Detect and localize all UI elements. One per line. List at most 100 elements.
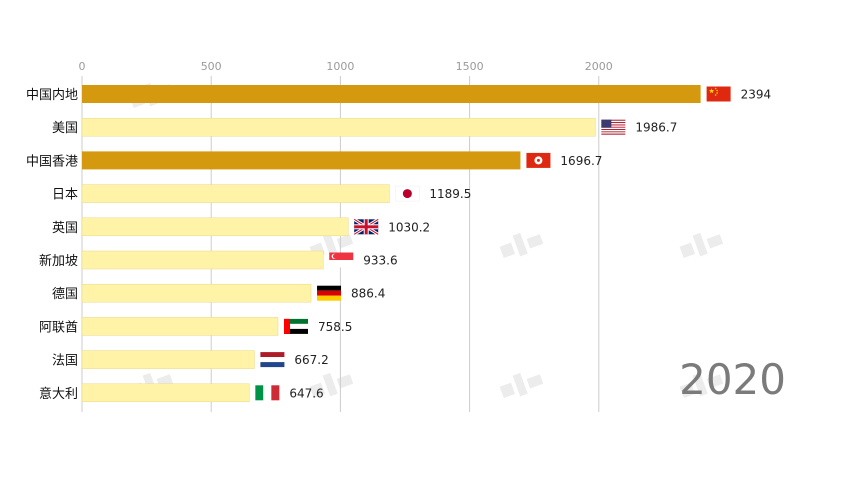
flag-stripe — [255, 385, 264, 401]
watermark-shape — [706, 234, 724, 249]
flag-stripe — [601, 124, 626, 126]
flag-stripe — [601, 131, 626, 133]
flag-stripe — [260, 357, 285, 363]
flag-stripe — [601, 127, 626, 129]
flag-stripe — [601, 128, 626, 131]
watermark-shape — [336, 234, 354, 249]
value-label: 1986.7 — [635, 121, 677, 135]
flag-border — [395, 185, 420, 202]
value-label: 886.4 — [351, 287, 385, 301]
usa-flag — [601, 119, 626, 135]
watermark-shape — [512, 232, 528, 257]
flag-stripe — [601, 133, 626, 135]
category-label: 美国 — [52, 121, 78, 136]
value-label: 2394 — [741, 88, 772, 102]
netherlands-flag — [260, 352, 285, 368]
watermark-shape — [679, 382, 696, 399]
category-label: 意大利 — [39, 386, 78, 402]
uk-flag — [353, 218, 379, 236]
bar — [81, 250, 324, 270]
flag-stripe — [260, 352, 285, 358]
x-tick-label: 1500 — [456, 60, 484, 73]
bar — [81, 184, 390, 203]
watermark-mark — [499, 232, 544, 259]
watermark-mark — [679, 232, 724, 259]
category-label: 新加坡 — [39, 253, 78, 269]
hong-kong-flag — [526, 152, 551, 168]
flag-stripe — [601, 130, 626, 132]
value-label: 1030.2 — [388, 220, 430, 234]
japan-flag — [395, 185, 420, 202]
watermark-shape — [526, 234, 544, 249]
flag-star — [714, 94, 717, 96]
flag-stripe — [263, 385, 272, 401]
watermark-shape — [706, 374, 724, 389]
watermark-mark — [499, 372, 544, 399]
category-label: 法国 — [52, 354, 78, 369]
watermark-mark — [679, 372, 724, 399]
flag-stripe — [601, 120, 626, 123]
flag-star — [716, 89, 718, 92]
flag-stripe — [601, 122, 626, 124]
category-label: 德国 — [52, 287, 78, 302]
bar — [82, 85, 701, 103]
category-label: 英国 — [52, 221, 78, 236]
x-tick-label: 500 — [201, 60, 222, 73]
year-label: 2020 — [679, 355, 786, 404]
watermark-shape — [692, 372, 708, 397]
bar — [81, 317, 279, 336]
flag-stripe — [317, 285, 342, 291]
germany-flag — [317, 285, 342, 301]
italy-flag — [255, 385, 280, 401]
flag-disc — [402, 189, 412, 199]
flag-moon-cut — [332, 253, 338, 259]
watermark-shape — [322, 372, 338, 397]
flag-stripe — [283, 318, 290, 334]
flag-star — [716, 92, 718, 94]
watermark-shape — [526, 374, 544, 389]
watermark-shape — [499, 382, 516, 399]
value-label: 1189.5 — [429, 187, 471, 201]
flag-stripe — [283, 318, 308, 324]
uae-flag — [283, 318, 308, 334]
china-flag — [706, 86, 731, 102]
flag-stripe — [271, 385, 280, 401]
bar — [81, 383, 250, 403]
flag-stripe — [601, 125, 626, 127]
value-label: 667.2 — [294, 353, 328, 367]
watermark-shape — [322, 232, 338, 257]
x-tick-label: 2000 — [585, 60, 613, 73]
value-label: 647.6 — [289, 386, 323, 400]
flag-stripe — [706, 86, 731, 102]
bar — [81, 350, 255, 369]
value-label: 1696.7 — [560, 154, 602, 168]
bar — [81, 117, 596, 137]
flag-stripe — [601, 126, 626, 128]
watermark-shape — [679, 242, 696, 259]
watermark-shape — [309, 382, 326, 399]
value-label: 758.5 — [318, 320, 352, 334]
flag-stripe — [283, 328, 308, 334]
watermark-shape — [512, 372, 528, 397]
bar — [82, 151, 521, 170]
watermark-shape — [336, 374, 354, 389]
category-label: 中国内地 — [26, 87, 78, 103]
flag-stripe — [329, 260, 354, 268]
flag-star — [708, 88, 715, 94]
flag-stripe — [260, 362, 285, 368]
value-label: 933.6 — [363, 254, 397, 268]
category-label: 阿联酋 — [39, 319, 78, 335]
labels-layer: 中国内地 2394 美国 1986.7 中国香港 1696.7 日本 1189.5 英国 1030… — [26, 86, 772, 402]
singapore-flag — [329, 252, 354, 268]
flag-stripe — [354, 225, 379, 229]
category-label: 中国香港 — [26, 154, 78, 169]
flag-stripe — [601, 123, 626, 125]
flag-stripe — [601, 119, 626, 121]
category-label: 日本 — [52, 188, 78, 203]
watermark-shape — [692, 232, 708, 257]
flag-stripe — [283, 323, 308, 329]
flag-bauhinia-center — [536, 158, 540, 162]
flag-stripe — [329, 252, 354, 260]
